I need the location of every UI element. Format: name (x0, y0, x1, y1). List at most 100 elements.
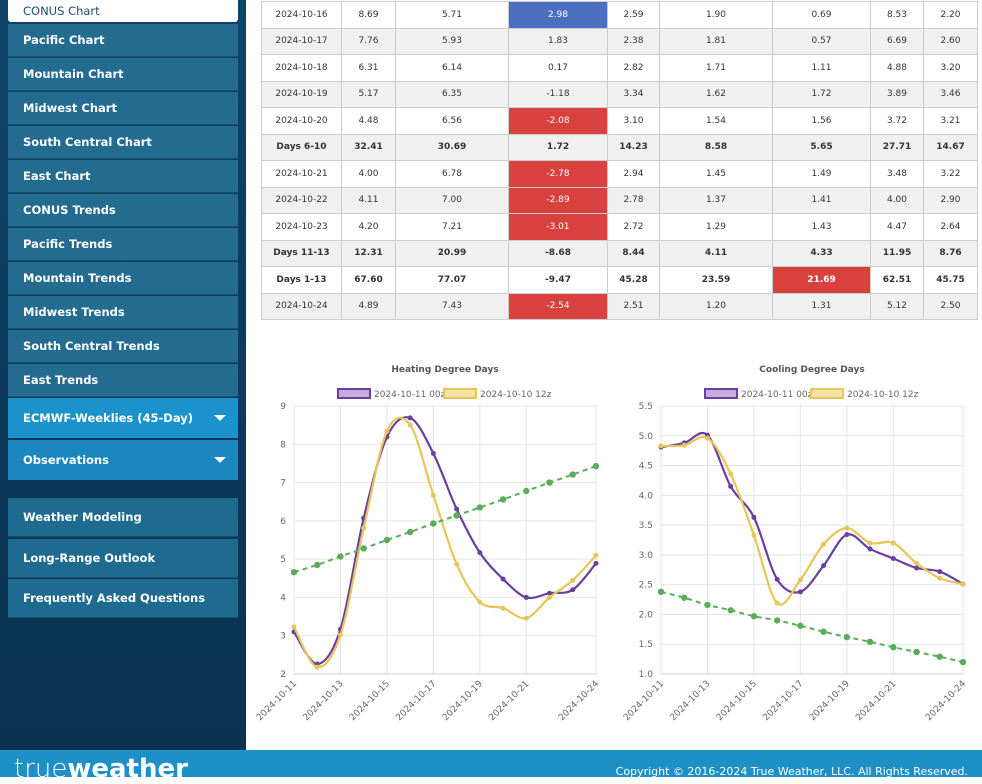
data-point (523, 615, 529, 621)
table-cell: 1.43 (772, 213, 871, 241)
table-cell: 3.48 (870, 160, 924, 188)
table-cell: 3.89 (870, 80, 924, 108)
data-point (937, 575, 943, 581)
table-row: 2024-10-17 7.76 5.93 1.83 2.38 1.81 0.57 6.69 2.… (261, 27, 978, 55)
nav-item[interactable]: Midwest Trends (8, 296, 238, 329)
data-point (407, 422, 413, 428)
data-point (914, 560, 920, 566)
table-cell: 2.72 (607, 213, 660, 241)
table-cell: 6.14 (395, 54, 509, 82)
nav-item-active[interactable]: CONUS Chart (8, 0, 238, 22)
table-cell: 0.57 (772, 27, 871, 55)
table-cell: 4.48 (341, 107, 396, 135)
data-point (844, 525, 850, 531)
nav-dropdown[interactable]: ECMWF-Weeklies (45-Day) (8, 398, 238, 438)
data-point (890, 644, 897, 651)
y-tick-label: 6 (280, 517, 286, 527)
data-point (523, 594, 529, 600)
nav-item[interactable]: Mountain Trends (8, 262, 238, 295)
table-cell: 1.72 (508, 133, 608, 161)
nav-link[interactable]: Weather Modeling (8, 498, 238, 537)
nav-item[interactable]: CONUS Trends (8, 194, 238, 227)
data-point (291, 624, 297, 630)
table-cell: -1.18 (508, 80, 608, 108)
x-tick-label: 2024-10-24 (924, 679, 968, 723)
table-cell: 7.43 (395, 292, 509, 320)
nav-dropdown[interactable]: Observations (8, 440, 238, 480)
y-tick-label: 4.0 (639, 491, 654, 501)
y-tick-label: 8 (280, 440, 286, 450)
data-point (570, 587, 576, 593)
data-point (728, 483, 734, 489)
table-cell: 1.81 (659, 27, 773, 55)
table-cell: 3.21 (923, 107, 978, 135)
table-cell: 5.17 (341, 80, 396, 108)
table-cell: 0.17 (508, 54, 608, 82)
table-cell: 8.44 (607, 239, 660, 267)
data-point (681, 442, 687, 448)
nav-item[interactable]: South Central Chart (8, 126, 238, 159)
data-point (657, 588, 665, 596)
x-tick-label: 2024-10-13 (302, 679, 346, 723)
y-tick-label: 5.0 (639, 432, 654, 442)
data-point (797, 577, 803, 583)
table-row: 2024-10-23 4.20 7.21 -3.01 2.72 1.29 1.43 4.47 2… (261, 213, 978, 241)
y-tick-label: 1.0 (639, 670, 654, 680)
nav-item[interactable]: Mountain Chart (8, 58, 238, 91)
table-cell: 2.98 (508, 1, 608, 29)
nav-link[interactable]: Frequently Asked Questions (8, 579, 238, 618)
table-cell: 7.00 (395, 186, 509, 214)
data-point (728, 471, 734, 477)
nav-item[interactable]: East Chart (8, 160, 238, 193)
data-point (453, 512, 460, 519)
data-point (477, 550, 483, 556)
x-tick-label: 2024-10-21 (487, 679, 531, 723)
table-row: Days 6-10 32.41 30.69 1.72 14.23 8.58 5.65 27.7… (261, 133, 978, 161)
table-cell: 12.31 (341, 239, 396, 267)
legend-swatch (810, 388, 844, 399)
nav-item[interactable]: South Central Trends (8, 330, 238, 363)
table-cell: 4.00 (341, 160, 396, 188)
table-cell: Days 1-13 (261, 266, 342, 294)
data-point (361, 525, 367, 531)
data-point (430, 492, 436, 498)
table-cell: 0.69 (772, 1, 871, 29)
table-cell: 1.20 (659, 292, 773, 320)
data-point (890, 555, 896, 561)
table-cell: 2024-10-20 (261, 107, 342, 135)
table-cell: 3.10 (607, 107, 660, 135)
table-cell: 2024-10-19 (261, 80, 342, 108)
y-tick-label: 1.5 (639, 640, 653, 650)
data-point (866, 638, 874, 646)
nav-link[interactable]: Long-Range Outlook (8, 538, 238, 578)
table-cell: 14.67 (923, 133, 978, 161)
data-point (592, 462, 600, 470)
data-point (430, 520, 437, 527)
nav-item[interactable]: Midwest Chart (8, 92, 238, 125)
x-tick-label: 2024-10-17 (394, 679, 438, 723)
data-point (383, 536, 391, 544)
legend-swatch (704, 388, 738, 399)
y-tick-label: 5.5 (639, 402, 653, 412)
nav-item[interactable]: Pacific Chart (8, 24, 238, 57)
table-row: 2024-10-18 6.31 6.14 0.17 2.82 1.71 1.11 4.88 3.… (261, 54, 978, 82)
nav-item[interactable]: East Trends (8, 364, 238, 397)
data-point (750, 613, 758, 620)
table-cell: 2.60 (923, 27, 978, 55)
table-cell: 1.31 (772, 292, 871, 320)
table-cell: 6.31 (341, 54, 396, 82)
table-cell: 2024-10-18 (261, 54, 342, 82)
data-point (914, 565, 920, 571)
table-cell: 5.65 (772, 133, 871, 161)
data-point (797, 589, 803, 595)
table-row: 2024-10-20 4.48 6.56 -2.08 3.10 1.54 1.56 3.72 3… (261, 107, 978, 135)
nav-item[interactable]: Pacific Trends (8, 228, 238, 261)
charts: Heating Degree Days 2024-10-11 00z 2024-10… (255, 365, 968, 723)
data-point (290, 568, 298, 576)
table-cell: 8.53 (870, 1, 924, 29)
data-point (314, 664, 320, 670)
data-point (384, 428, 390, 434)
x-tick-label: 2024-10-11 (622, 679, 666, 723)
table-cell: 2.50 (923, 292, 978, 320)
table-cell: 2.59 (607, 1, 660, 29)
